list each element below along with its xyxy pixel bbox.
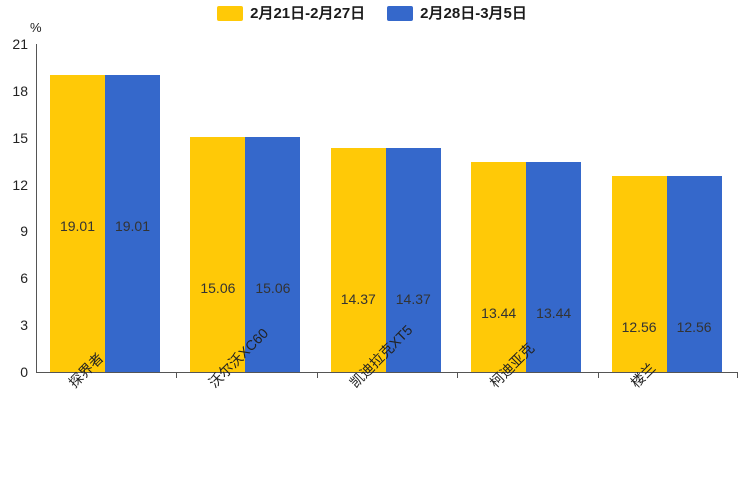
y-tick-label: 3: [20, 317, 28, 334]
bar[interactable]: 13.44: [526, 162, 582, 372]
bar[interactable]: 14.37: [330, 147, 386, 372]
legend-swatch-blue: [387, 6, 414, 21]
y-tick-label: 18: [12, 82, 28, 99]
bar[interactable]: 12.56: [611, 175, 667, 372]
chart-legend: 2月21日-2月27日 2月28日-3月5日: [0, 6, 744, 21]
x-axis-tick: [737, 372, 738, 378]
plot-area: 0 3 6 9 12 15 18 21 19.01 19.01 15.06 15.06 14.37 14…: [12, 36, 738, 380]
bar[interactable]: 15.06: [190, 136, 246, 372]
bar-group: 13.44 13.44: [471, 162, 582, 372]
x-axis-tick: [457, 372, 458, 378]
bar-value-label: 15.06: [255, 279, 291, 296]
bar-group: 12.56 12.56: [611, 175, 722, 372]
bars-layer: 19.01 19.01 15.06 15.06 14.37 14.37 13.44 13.44…: [36, 44, 738, 372]
bar-value-label: 12.56: [621, 318, 657, 335]
legend-swatch-yellow: [217, 6, 244, 21]
y-axis-line: [36, 44, 37, 372]
bar-value-label: 12.56: [676, 318, 712, 335]
y-tick-label: 6: [20, 270, 28, 287]
x-axis-category-labels: 探界者 沃尔沃XC60 凯迪拉克XT5 柯迪亚克 楼兰: [36, 322, 738, 468]
bar[interactable]: 19.01: [105, 75, 160, 372]
legend-label-series-2: 2月28日-3月5日: [420, 5, 527, 22]
x-axis-tick: [598, 372, 599, 378]
y-tick-label: 21: [12, 36, 28, 52]
bar-group: 19.01 19.01: [50, 75, 160, 372]
bar[interactable]: 15.06: [245, 136, 301, 372]
legend-item-series-1[interactable]: 2月21日-2月27日: [217, 6, 365, 21]
bar-value-label: 14.37: [340, 290, 376, 307]
x-axis-tick: [317, 372, 318, 378]
bar-value-label: 19.01: [59, 218, 96, 235]
bar-group: 15.06 15.06: [190, 136, 301, 372]
x-axis-tick: [176, 372, 177, 378]
bar[interactable]: 19.01: [50, 75, 105, 372]
x-axis-line: [36, 372, 738, 373]
y-tick-label: 0: [20, 364, 28, 380]
legend-item-series-2[interactable]: 2月28日-3月5日: [387, 6, 527, 21]
bar-group: 14.37 14.37: [330, 147, 441, 372]
bar-value-label: 13.44: [536, 305, 572, 322]
y-tick-label: 15: [12, 129, 28, 146]
y-tick-label: 12: [12, 176, 28, 193]
bar-value-label: 19.01: [114, 218, 151, 235]
bar[interactable]: 13.44: [471, 162, 527, 372]
y-tick-label: 9: [20, 223, 28, 240]
bar-value-label: 15.06: [200, 279, 236, 296]
bar[interactable]: 14.37: [385, 147, 441, 372]
bar-value-label: 14.37: [395, 290, 431, 307]
legend-label-series-1: 2月21日-2月27日: [250, 5, 366, 22]
bar[interactable]: 12.56: [666, 175, 722, 372]
bar-value-label: 13.44: [481, 305, 517, 322]
y-axis-unit-label: %: [30, 20, 42, 35]
